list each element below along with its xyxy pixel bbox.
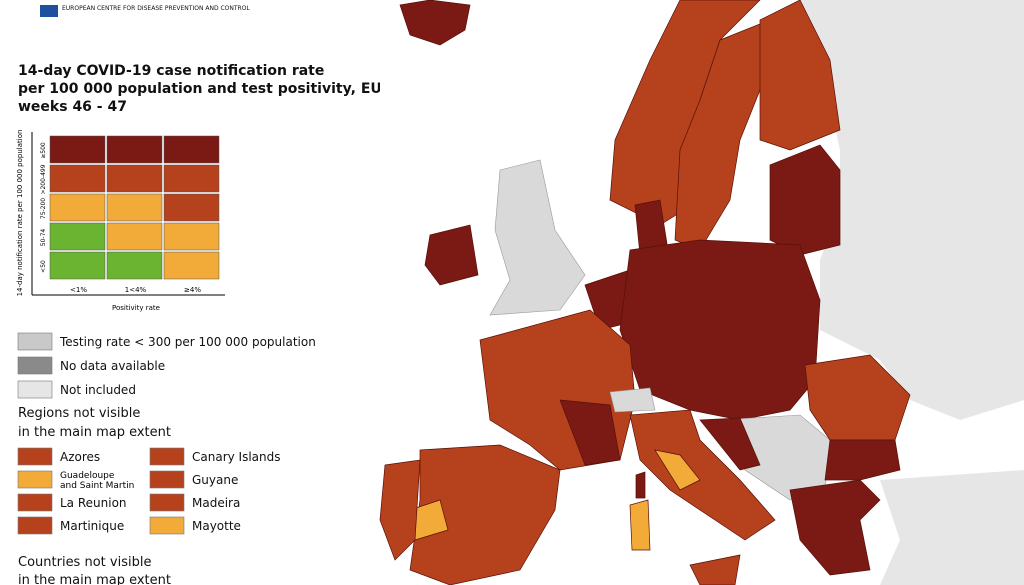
column-label: 1<4% [125,286,147,294]
matrix-cell [163,222,220,251]
iceland [399,0,471,46]
map-shapes [379,0,1024,585]
regions-heading: Regions not visible [18,406,140,421]
legend-label: No data available [60,359,165,373]
greece [789,479,881,576]
y-axis-label: 14-day notification rate per 100 000 pop… [16,130,24,297]
regions-heading: in the main map extent [18,425,171,440]
matrix-cell [49,222,106,251]
matrix-cell [106,251,163,280]
sardinia [629,499,651,551]
legend-swatch [17,380,53,399]
region-swatch [149,516,185,535]
row-label: <50 [40,260,47,273]
matrix-cell [49,193,106,222]
finland [759,0,841,151]
row-label: ≥500 [40,142,47,159]
region-label: Guadeloupe and Saint Martin [60,471,134,491]
region-label: Madeira [192,496,240,510]
matrix-cell [163,135,220,164]
legend-label: Testing rate < 300 per 100 000 populatio… [59,335,316,349]
legend-swatch [17,356,53,375]
column-label: ≥4% [184,286,201,294]
belarus-ukraine [820,200,1024,420]
region-swatch [149,470,185,489]
region-label: Azores [60,450,100,464]
central-europe [619,239,821,421]
region-label: Canary Islands [192,450,281,464]
turkey [880,470,1024,585]
region-swatch [149,493,185,512]
region-swatch [17,470,53,489]
region-swatch [17,493,53,512]
logo-flag [40,5,58,17]
x-axis-label: Positivity rate [112,304,160,312]
region-swatch [149,447,185,466]
matrix-cell [163,251,220,280]
croatia [699,417,761,471]
row-label: 50-74 [40,229,47,247]
matrix-cell [163,193,220,222]
matrix-cell [106,193,163,222]
corsica [635,471,646,499]
switzerland [609,387,656,413]
region-swatch [17,447,53,466]
france-east [559,399,621,466]
region-swatch [17,516,53,535]
matrix-cell [163,164,220,193]
matrix-cell [49,164,106,193]
region-label: Guyane [192,473,238,487]
legend-swatch [17,332,53,351]
baltics [769,144,841,256]
row-label: 75-200 [40,198,47,219]
legend-label: Not included [60,383,136,397]
italy-orange [654,449,701,491]
region-label: La Reunion [60,496,127,510]
matrix-cell [106,135,163,164]
portugal [379,459,421,561]
title-line: per 100 000 population and test positivi… [18,81,380,97]
matrix-cell [106,164,163,193]
italy [629,409,776,541]
matrix-cell [49,135,106,164]
countries-heading: Countries not visible [18,555,151,570]
title-line: weeks 46 - 47 [18,99,127,115]
region-label: Martinique [60,519,124,533]
sicily [689,554,741,585]
legend-panel: EUROPEAN CENTRE FOR DISEASE PREVENTION A… [16,5,380,585]
bulgaria [824,439,901,481]
logo-text: EUROPEAN CENTRE FOR DISEASE PREVENTION A… [62,5,250,12]
column-label: <1% [70,286,87,294]
title-line: 14-day COVID-19 case notification rate [18,63,324,79]
matrix-cell [49,251,106,280]
region-label: Mayotte [192,519,241,533]
matrix-cell [106,222,163,251]
ireland [424,224,479,286]
uk [489,159,586,316]
row-label: >200-499 [40,164,47,194]
countries-heading: in the main map extent [18,573,171,585]
